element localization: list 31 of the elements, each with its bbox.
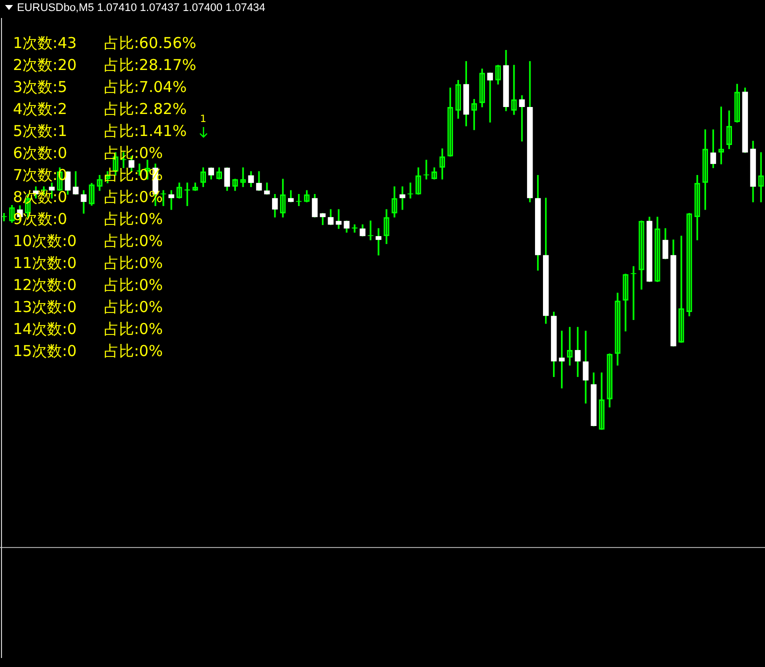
annotation: 占比:0%	[104, 320, 163, 338]
annotation: 占比:0%	[104, 342, 163, 360]
annotation: 占比:2.82%	[104, 100, 187, 118]
annotation: 14次数:0	[13, 320, 77, 338]
annotation: 2次数:20	[13, 56, 77, 74]
annotation: 占比:0%	[104, 232, 163, 250]
annotation: 5次数:1	[13, 122, 68, 140]
annotation: 4次数:2	[13, 100, 68, 118]
candlestick	[376, 228, 382, 256]
annotation: 占比:60.56%	[104, 34, 196, 52]
annotation: 占比:0%	[104, 298, 163, 316]
annotation: 1次数:43	[13, 34, 77, 52]
annotation: 3次数:5	[13, 78, 68, 96]
annotation: 1	[200, 114, 206, 125]
annotation: 13次数:0	[13, 298, 77, 316]
annotation: 占比:0%	[104, 210, 163, 228]
candlestick	[487, 72, 493, 122]
annotation: 12次数:0	[13, 276, 77, 294]
annotation: 占比:0%	[104, 276, 163, 294]
annotation: 6次数:0	[13, 144, 68, 162]
candlestick	[519, 95, 525, 142]
chart-title: EURUSDbo,M5 1.07410 1.07437 1.07400 1.07434	[17, 2, 266, 14]
annotation: 占比:1.41%	[104, 122, 187, 140]
annotation: 占比:7.04%	[104, 78, 187, 96]
annotation: 11次数:0	[13, 254, 77, 272]
annotation: 占比:0%	[104, 144, 163, 162]
candlestick	[400, 186, 406, 210]
annotation: 占比:28.17%	[104, 56, 196, 74]
annotation: 10次数:0	[13, 232, 77, 250]
annotation: 占比:0%	[104, 254, 163, 272]
annotation: 15次数:0	[13, 342, 77, 360]
